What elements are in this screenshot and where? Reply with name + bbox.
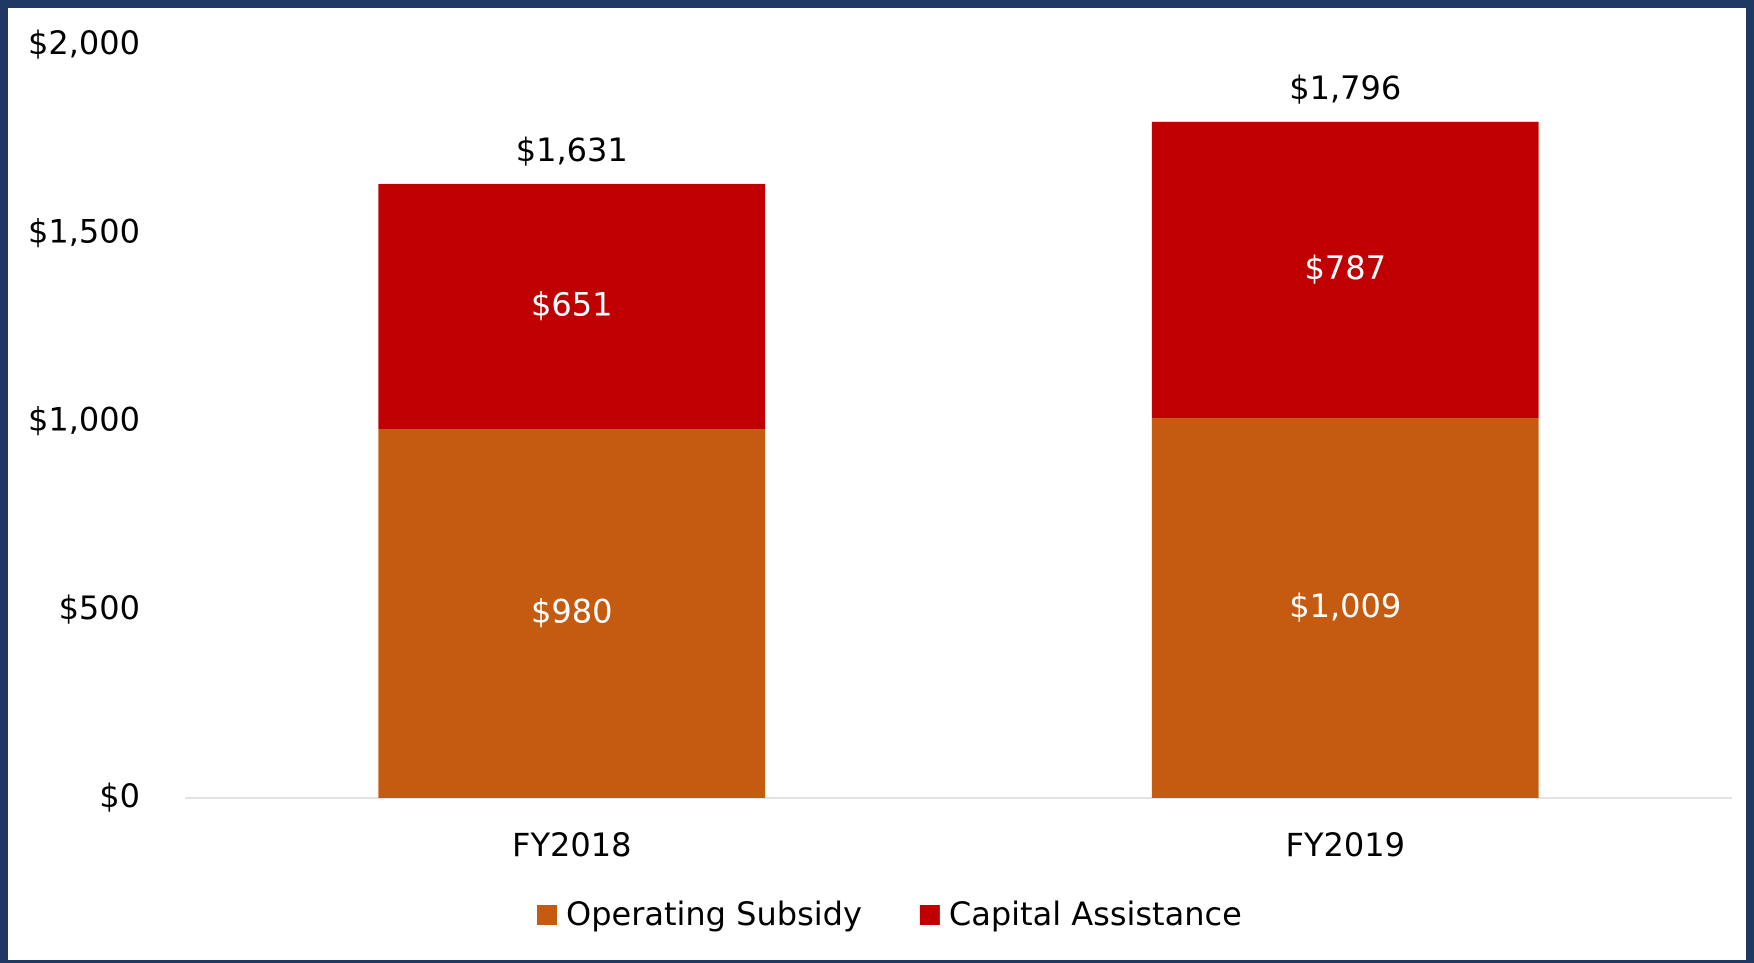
bar-segment <box>378 183 766 430</box>
x-tick-label: FY2019 <box>1286 826 1405 864</box>
total-label: $1,796 <box>1289 69 1401 107</box>
total-label: $1,631 <box>516 131 628 169</box>
data-label: $651 <box>531 285 612 323</box>
data-label: $1,009 <box>1289 587 1401 625</box>
legend-swatch <box>537 905 557 925</box>
y-tick-label: $1,500 <box>28 212 140 250</box>
data-label: $980 <box>531 593 612 631</box>
legend-swatch <box>919 905 940 925</box>
legend-label: Operating Subsidy <box>566 895 862 933</box>
y-tick-label: $0 <box>99 777 140 815</box>
bar-segment <box>1151 121 1539 419</box>
x-tick-label: FY2018 <box>512 826 631 864</box>
y-tick-label: $1,000 <box>28 401 140 439</box>
y-tick-label: $500 <box>59 589 140 627</box>
bar-segment <box>378 429 766 798</box>
data-label: $787 <box>1305 249 1386 287</box>
y-tick-label: $2,000 <box>28 24 140 62</box>
legend-label: Capital Assistance <box>949 895 1242 933</box>
bar-segment <box>1151 418 1539 798</box>
